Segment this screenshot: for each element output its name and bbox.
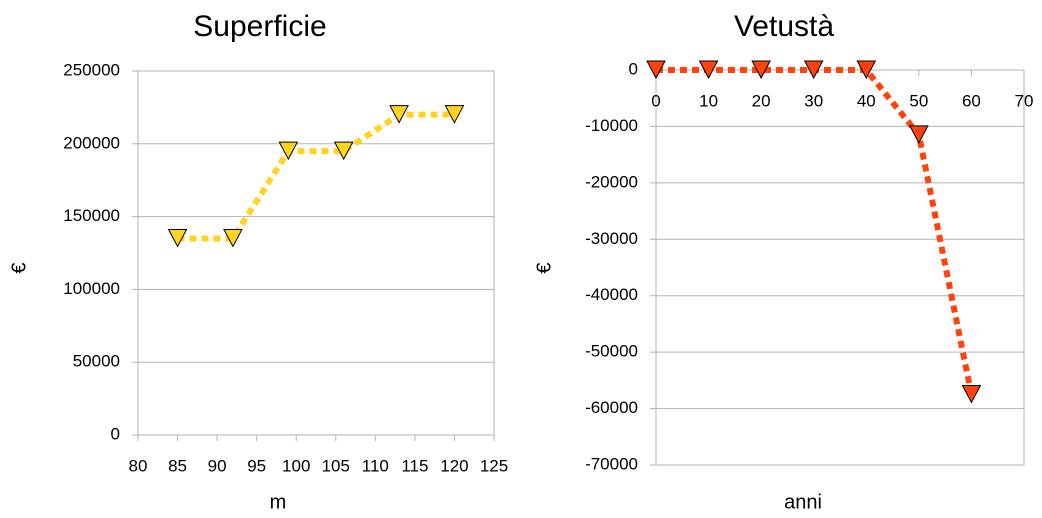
marker bbox=[961, 384, 982, 404]
marker bbox=[909, 125, 929, 144]
x-tick-label: 30 bbox=[804, 91, 823, 110]
x-tick-label: 115 bbox=[401, 456, 428, 475]
x-tick-label: 105 bbox=[322, 456, 350, 475]
x-tick-label: 110 bbox=[362, 456, 389, 475]
y-tick-label: 150000 bbox=[63, 206, 120, 225]
y-tick-label: -60000 bbox=[585, 398, 638, 417]
y-tick-label: 100000 bbox=[63, 279, 120, 298]
marker bbox=[278, 141, 299, 161]
x-tick-label: 125 bbox=[480, 456, 508, 475]
y-tick-label: 0 bbox=[629, 59, 638, 78]
y-tick-label: -40000 bbox=[585, 285, 638, 304]
y-axis-title: € bbox=[533, 262, 555, 273]
y-tick-label: -70000 bbox=[585, 454, 638, 473]
plot-border bbox=[137, 70, 495, 436]
marker bbox=[698, 60, 719, 80]
x-tick-label: 90 bbox=[208, 456, 227, 475]
x-tick-label: 120 bbox=[440, 456, 468, 475]
marker bbox=[333, 141, 354, 161]
y-tick-label: 50000 bbox=[73, 352, 120, 371]
x-tick-label: 40 bbox=[857, 91, 876, 110]
y-tick-label: 200000 bbox=[63, 133, 120, 152]
series-line bbox=[656, 67, 975, 396]
x-tick-label: 80 bbox=[129, 456, 148, 475]
x-tick-label: 50 bbox=[909, 91, 928, 110]
x-tick-label: 0 bbox=[651, 91, 660, 110]
y-tick-label: -20000 bbox=[585, 172, 638, 191]
marker bbox=[444, 105, 465, 124]
marker bbox=[751, 60, 771, 80]
x-axis-title: m bbox=[270, 491, 287, 513]
x-axis-title: anni bbox=[784, 491, 822, 513]
y-tick-label: 250000 bbox=[63, 60, 120, 79]
chart-title: Vetustà bbox=[734, 10, 834, 43]
marker bbox=[389, 105, 409, 124]
marker bbox=[646, 60, 666, 80]
x-tick-label: 20 bbox=[752, 91, 771, 110]
x-tick-label: 85 bbox=[168, 456, 187, 475]
y-tick-label: -30000 bbox=[585, 229, 638, 248]
y-tick-label: -10000 bbox=[585, 116, 638, 135]
marker bbox=[856, 60, 877, 80]
x-tick-label: 10 bbox=[699, 91, 718, 110]
marker bbox=[223, 228, 243, 248]
y-tick-label: -50000 bbox=[585, 342, 638, 361]
x-tick-label: 100 bbox=[282, 456, 310, 475]
x-tick-label: 70 bbox=[1015, 91, 1034, 110]
x-tick-label: 95 bbox=[247, 456, 266, 475]
y-axis-title: € bbox=[8, 262, 30, 273]
marker bbox=[803, 60, 824, 80]
x-tick-label: 60 bbox=[962, 91, 981, 110]
series-line bbox=[177, 111, 455, 242]
chart-title: Superficie bbox=[193, 10, 326, 43]
y-tick-label: 0 bbox=[111, 424, 120, 443]
plot-border bbox=[655, 69, 1025, 466]
marker bbox=[167, 228, 188, 248]
